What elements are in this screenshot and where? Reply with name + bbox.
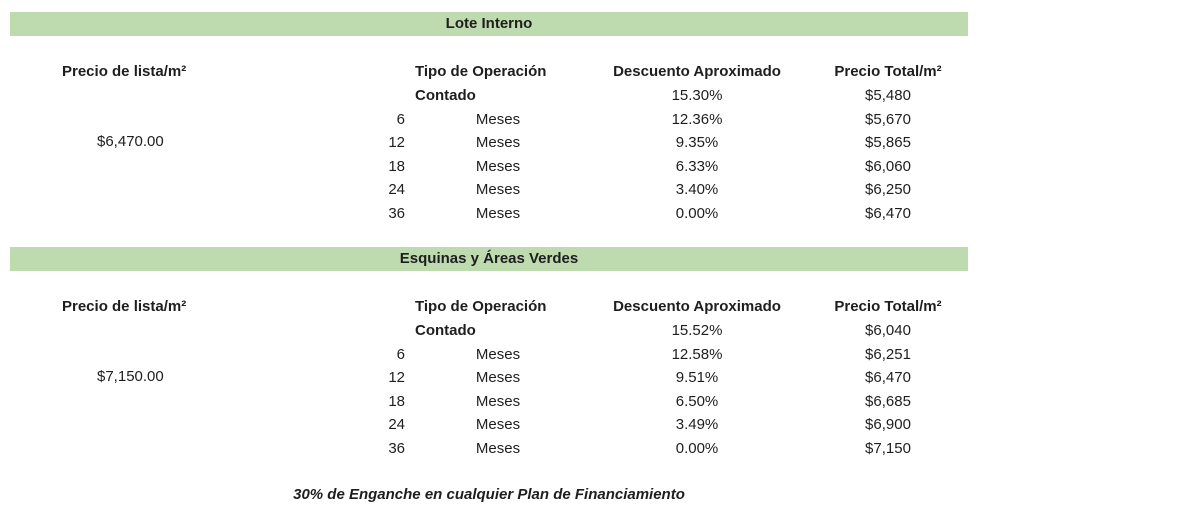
discount: 3.49% xyxy=(675,416,719,433)
column-header: Descuento Aproximado xyxy=(613,63,781,80)
column-header: Tipo de Operación xyxy=(415,63,547,80)
term: 24 xyxy=(388,416,405,433)
discount: 9.51% xyxy=(675,369,719,386)
term: 36 xyxy=(388,204,405,222)
column-header: Tipo de Operación xyxy=(415,298,547,315)
term: 6 xyxy=(396,345,405,363)
column-header: Descuento Aproximado xyxy=(613,298,781,315)
term: 12 xyxy=(388,369,405,386)
term: 12 xyxy=(388,134,405,151)
operation: Contado xyxy=(415,322,476,339)
discount: 0.00% xyxy=(675,204,719,222)
term-unit: Meses xyxy=(475,416,521,433)
term-unit: Meses xyxy=(475,439,521,457)
discount: 0.00% xyxy=(675,439,719,457)
term: 18 xyxy=(388,392,405,410)
total-price: $6,900 xyxy=(865,416,911,433)
discount: 9.35% xyxy=(675,134,719,151)
total-price: $5,670 xyxy=(865,110,911,128)
total-price: $5,865 xyxy=(865,134,911,151)
section-title: Esquinas y Áreas Verdes xyxy=(399,250,579,267)
discount: 3.40% xyxy=(675,181,719,198)
term-unit: Meses xyxy=(475,110,521,128)
term-unit: Meses xyxy=(475,392,521,410)
section-band xyxy=(10,12,968,36)
term-unit: Meses xyxy=(475,181,521,198)
total-price: $6,685 xyxy=(865,392,911,410)
list-price-label: Precio de lista/m² xyxy=(62,63,187,80)
total-price: $6,250 xyxy=(865,181,911,198)
term: 24 xyxy=(388,181,405,198)
total-price: $6,040 xyxy=(865,322,911,339)
footer-note: 30% de Enganche en cualquier Plan de Fin… xyxy=(293,486,685,503)
total-price: $7,150 xyxy=(865,439,911,457)
operation: Contado xyxy=(415,87,476,104)
total-price: $5,480 xyxy=(865,87,911,104)
term-unit: Meses xyxy=(475,369,521,386)
term: 6 xyxy=(396,110,405,128)
list-price: $6,470.00 xyxy=(97,133,164,150)
discount: 15.52% xyxy=(671,322,723,339)
discount: 15.30% xyxy=(671,87,723,104)
term-unit: Meses xyxy=(475,345,521,363)
discount: 6.33% xyxy=(675,157,719,175)
discount: 12.36% xyxy=(671,110,723,128)
term-unit: Meses xyxy=(475,204,521,222)
term-unit: Meses xyxy=(475,134,521,151)
term: 18 xyxy=(388,157,405,175)
list-price: $7,150.00 xyxy=(97,368,164,385)
section-title: Lote Interno xyxy=(445,15,533,32)
term-unit: Meses xyxy=(475,157,521,175)
discount: 12.58% xyxy=(671,345,723,363)
total-price: $6,251 xyxy=(865,345,911,363)
list-price-label: Precio de lista/m² xyxy=(62,298,187,315)
discount: 6.50% xyxy=(675,392,719,410)
total-price: $6,060 xyxy=(865,157,911,175)
column-header: Precio Total/m² xyxy=(834,298,942,315)
section-band xyxy=(10,247,968,271)
term: 36 xyxy=(388,439,405,457)
total-price: $6,470 xyxy=(865,204,911,222)
total-price: $6,470 xyxy=(865,369,911,386)
column-header: Precio Total/m² xyxy=(834,63,942,80)
